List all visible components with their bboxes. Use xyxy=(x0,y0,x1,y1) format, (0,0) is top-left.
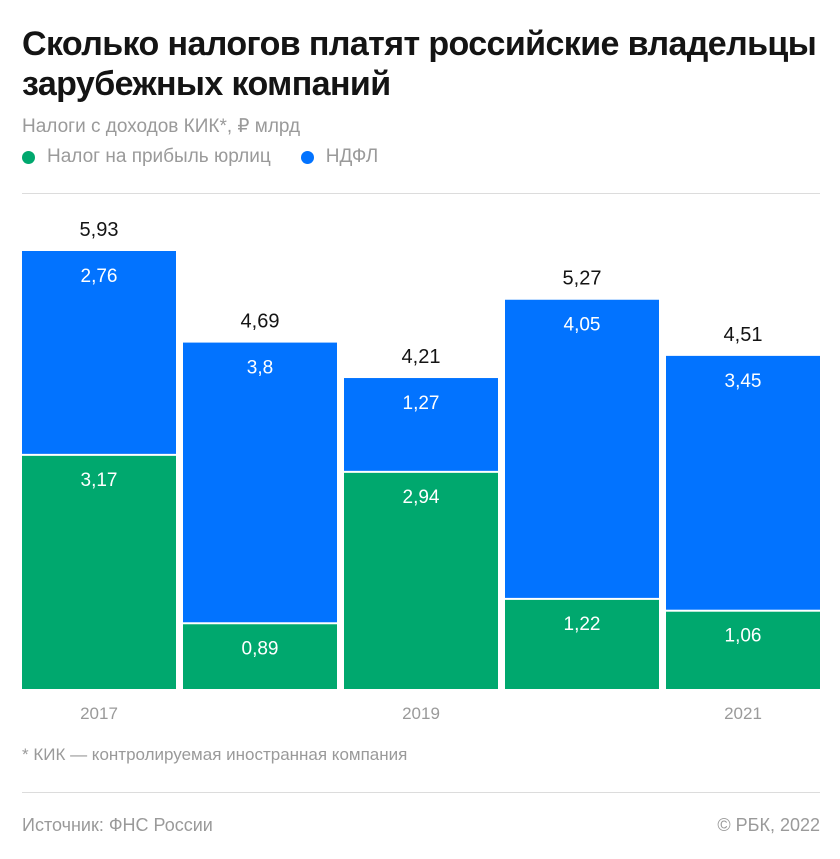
legend: Налог на прибыль юрлиц НДФЛ xyxy=(22,146,408,168)
x-tick-label: 2019 xyxy=(402,704,440,723)
copyright-label: © РБК, 2022 xyxy=(717,815,820,835)
legend-label: Налог на прибыль юрлиц xyxy=(47,146,271,167)
segment-value-label: 2,94 xyxy=(403,487,440,508)
bar-segment-corporate-tax xyxy=(344,472,498,689)
segment-value-label: 3,17 xyxy=(81,470,118,491)
bar-segment-personal-income-tax xyxy=(505,299,659,598)
total-value-label: 5,27 xyxy=(563,268,602,290)
bar-segment-corporate-tax xyxy=(666,611,820,689)
x-tick-label: 2021 xyxy=(724,704,762,723)
total-value-label: 4,51 xyxy=(724,324,763,346)
segment-value-label: 1,22 xyxy=(564,614,601,635)
legend-dot-icon xyxy=(300,150,314,164)
segment-value-label: 2,76 xyxy=(81,266,118,287)
segment-value-label: 3,45 xyxy=(725,371,762,392)
total-value-label: 5,93 xyxy=(80,219,119,241)
segment-value-label: 4,05 xyxy=(564,315,601,336)
bar-segment-personal-income-tax xyxy=(22,251,176,454)
stacked-bar-chart: 3,17 2,76 5,93 2017 0,89 3,8 4,69 2,94 1,27 4,21 2… xyxy=(22,219,820,723)
segment-value-label: 0,89 xyxy=(242,638,279,659)
legend-dot-icon xyxy=(22,150,35,164)
bar-segment-corporate-tax xyxy=(22,455,176,689)
x-tick-label: 2017 xyxy=(80,704,118,723)
segment-value-label: 1,06 xyxy=(725,626,762,647)
bar-segment-corporate-tax xyxy=(183,624,337,689)
bar-segment-personal-income-tax xyxy=(666,355,820,610)
top-divider xyxy=(22,193,820,194)
segment-value-label: 3,8 xyxy=(247,358,273,379)
bar-segment-corporate-tax xyxy=(505,599,659,689)
segment-value-label: 1,27 xyxy=(403,393,440,414)
legend-item-corporate-tax: Налог на прибыль юрлиц xyxy=(22,146,271,168)
legend-label: НДФЛ xyxy=(325,146,379,167)
bar-segment-personal-income-tax xyxy=(183,342,337,623)
chart-title: Сколько налогов платят российские владел… xyxy=(22,25,817,103)
footnote: * КИК — контролируемая иностранная компа… xyxy=(22,745,408,764)
total-value-label: 4,21 xyxy=(402,346,441,368)
legend-item-personal-income-tax: НДФЛ xyxy=(300,146,379,168)
chart-subtitle: Налоги с доходов КИК*, ₽ млрд xyxy=(22,116,301,137)
bar-segment-personal-income-tax xyxy=(344,378,498,471)
total-value-label: 4,69 xyxy=(241,311,280,333)
source-label: Источник: ФНС России xyxy=(22,815,213,835)
bottom-divider xyxy=(22,792,820,793)
